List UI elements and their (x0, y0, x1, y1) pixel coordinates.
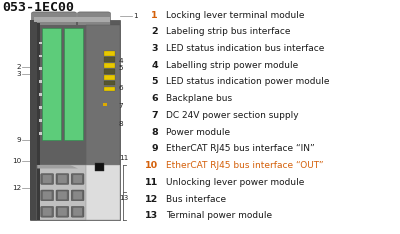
FancyBboxPatch shape (58, 175, 67, 183)
Bar (37, 165, 119, 220)
Text: 2: 2 (151, 27, 158, 36)
Text: 12: 12 (12, 185, 21, 191)
Bar (42, 28, 61, 140)
Bar (30, 20, 37, 220)
FancyBboxPatch shape (43, 208, 52, 216)
Bar (104, 69, 115, 74)
Text: Terminal power module: Terminal power module (166, 211, 272, 220)
Text: 7: 7 (119, 103, 124, 110)
FancyBboxPatch shape (71, 190, 84, 201)
Text: 6: 6 (151, 94, 158, 103)
Polygon shape (37, 165, 78, 168)
Bar (104, 57, 115, 62)
Bar (39, 80, 42, 83)
Text: 4: 4 (119, 58, 124, 64)
Text: Locking lever terminal module: Locking lever terminal module (166, 11, 304, 19)
Bar (34, 17, 110, 22)
FancyBboxPatch shape (41, 174, 54, 184)
Text: 7: 7 (151, 111, 158, 120)
Text: 9: 9 (16, 137, 21, 143)
Text: 5: 5 (152, 77, 158, 86)
Text: Power module: Power module (166, 128, 230, 137)
Text: Unlocking lever power module: Unlocking lever power module (166, 178, 304, 187)
Text: LED status indication power module: LED status indication power module (166, 77, 330, 86)
FancyBboxPatch shape (73, 191, 82, 199)
Bar (39, 42, 42, 44)
FancyBboxPatch shape (58, 191, 67, 199)
FancyBboxPatch shape (43, 175, 52, 183)
Bar (104, 63, 115, 68)
Bar (95, 163, 104, 171)
Bar (86, 165, 120, 220)
Text: 6: 6 (119, 85, 124, 91)
Text: 9: 9 (151, 144, 158, 153)
Bar (39, 55, 42, 57)
FancyBboxPatch shape (58, 208, 67, 216)
Bar (37, 23, 40, 220)
Bar (39, 132, 42, 135)
Text: Backplane bus: Backplane bus (166, 94, 232, 103)
Text: 5: 5 (119, 65, 124, 71)
Text: EtherCAT RJ45 bus interface “OUT”: EtherCAT RJ45 bus interface “OUT” (166, 161, 324, 170)
Text: 11: 11 (145, 178, 158, 187)
Text: Labelling strip power module: Labelling strip power module (166, 61, 298, 70)
Bar (39, 119, 42, 122)
Bar (64, 28, 83, 140)
Text: 10: 10 (12, 158, 21, 165)
Bar (104, 51, 115, 56)
Bar (104, 75, 115, 80)
Bar (103, 103, 107, 106)
Text: 2: 2 (16, 64, 21, 70)
Text: Bus interface: Bus interface (166, 195, 226, 204)
Text: 13: 13 (119, 195, 128, 201)
Text: 053-1EC00: 053-1EC00 (2, 1, 74, 14)
Bar (37, 25, 86, 165)
FancyBboxPatch shape (32, 12, 76, 26)
Bar (30, 20, 120, 220)
Bar (39, 93, 42, 96)
FancyBboxPatch shape (41, 206, 54, 217)
Text: 12: 12 (145, 195, 158, 204)
FancyBboxPatch shape (78, 12, 110, 26)
FancyBboxPatch shape (71, 206, 84, 217)
FancyBboxPatch shape (41, 190, 54, 201)
Text: 1: 1 (151, 11, 158, 19)
FancyBboxPatch shape (73, 175, 82, 183)
FancyBboxPatch shape (56, 206, 69, 217)
Text: 11: 11 (119, 155, 128, 161)
Text: 10: 10 (145, 161, 158, 170)
Bar (104, 81, 115, 85)
Bar (39, 67, 42, 70)
Text: 8: 8 (119, 121, 124, 128)
FancyBboxPatch shape (73, 208, 82, 216)
Text: 3: 3 (16, 71, 21, 77)
Text: LED status indication bus interface: LED status indication bus interface (166, 44, 324, 53)
Text: 4: 4 (151, 61, 158, 70)
Text: 1: 1 (133, 13, 138, 19)
Bar (39, 106, 42, 109)
FancyBboxPatch shape (56, 190, 69, 201)
FancyBboxPatch shape (43, 191, 52, 199)
Text: Labeling strip bus interface: Labeling strip bus interface (166, 27, 290, 36)
Text: 13: 13 (145, 211, 158, 220)
Text: DC 24V power section supply: DC 24V power section supply (166, 111, 299, 120)
Text: EtherCAT RJ45 bus interface “IN”: EtherCAT RJ45 bus interface “IN” (166, 144, 315, 153)
FancyBboxPatch shape (56, 174, 69, 184)
FancyBboxPatch shape (71, 174, 84, 184)
Text: 3: 3 (152, 44, 158, 53)
Bar (104, 87, 115, 91)
Bar (86, 25, 120, 165)
Text: 8: 8 (151, 128, 158, 137)
